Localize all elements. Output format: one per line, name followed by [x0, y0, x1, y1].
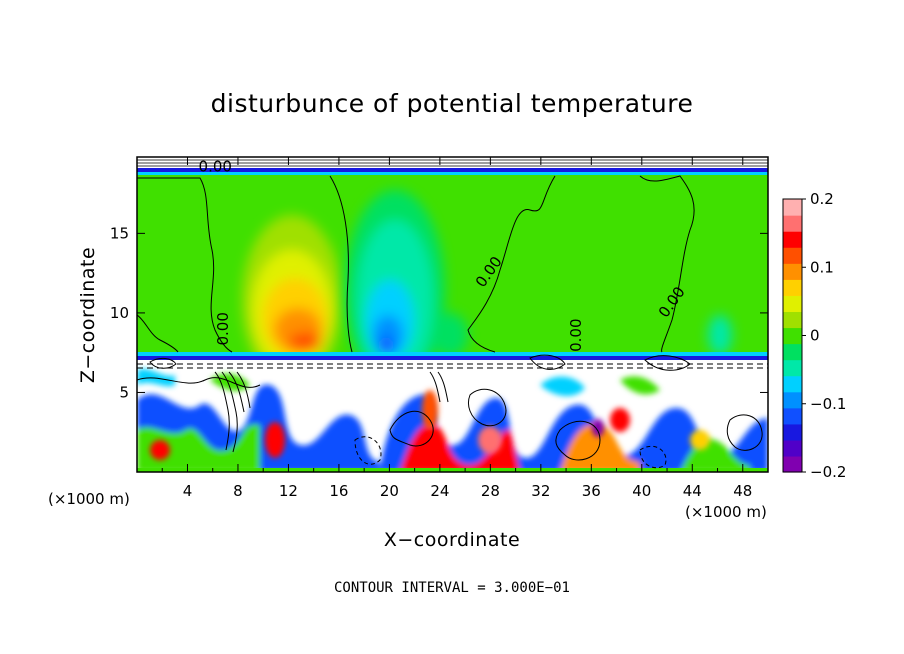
- x-axis: 4 8 12 16 20 24 28 32 36 40 44 48: [161, 157, 752, 500]
- colorbar-segment: [783, 423, 802, 441]
- mid-layer-cyan: [137, 352, 768, 356]
- x-unit-label-left: (×1000 m): [48, 490, 130, 508]
- colorbar-segment: [783, 231, 802, 248]
- colorbar-segment: [783, 391, 802, 409]
- mid-layer-blue: [137, 356, 768, 360]
- colorbar-tick-label: 0.1: [810, 258, 834, 276]
- plot-frame: [136, 156, 769, 473]
- colorbar-segment: [783, 407, 802, 425]
- contour-label: 0.00: [567, 318, 585, 351]
- colorbar-segment: [783, 263, 802, 280]
- y-tick-label: 15: [110, 224, 129, 242]
- upper-anomaly-cold: [345, 190, 732, 390]
- colorbar-segment: [783, 375, 802, 393]
- lower-turbulence: [137, 368, 768, 472]
- top-layer-white: [137, 157, 768, 168]
- colorbar-segment: [783, 455, 802, 473]
- bottom-edge-band: [137, 468, 768, 472]
- contour-lines: [137, 175, 768, 461]
- y-tick-label: 5: [119, 383, 129, 401]
- x-tick-label: 32: [531, 482, 550, 500]
- chart-title: disturbunce of potential temperature: [211, 89, 694, 118]
- x-tick-label: 44: [683, 482, 702, 500]
- plot-area: [137, 157, 768, 472]
- x-tick-label: 24: [430, 482, 449, 500]
- x-tick-label: 40: [632, 482, 651, 500]
- y-tick-label: 10: [110, 304, 129, 322]
- contour-label: 0.00: [214, 312, 232, 345]
- x-tick-label: 28: [481, 482, 500, 500]
- colorbar-tick-label: 0: [810, 327, 820, 345]
- x-tick-label: 4: [183, 482, 193, 500]
- colorbar-segment: [783, 439, 802, 457]
- colorbar-tick-label: −0.2: [810, 463, 846, 481]
- y-axis-label: Z−coordinate: [77, 247, 99, 383]
- contour-lines-dashed: [354, 436, 667, 469]
- upper-anomaly-warm: [242, 215, 342, 385]
- top-layer-blue: [137, 168, 768, 172]
- x-tick-label: 48: [733, 482, 752, 500]
- x-axis-label: X−coordinate: [384, 529, 520, 551]
- colorbar-tick-label: 0.2: [810, 190, 834, 208]
- x-tick-label: 16: [329, 482, 348, 500]
- colorbar-segment: [783, 279, 802, 296]
- x-tick-label: 8: [233, 482, 243, 500]
- colorbar-segment: [783, 343, 802, 361]
- colorbar-segment: [783, 327, 802, 345]
- colorbar-segment: [783, 215, 802, 232]
- colorbar-segment: [783, 295, 802, 313]
- colorbar-segment: [783, 247, 802, 264]
- lower-hot-spots: [150, 390, 710, 460]
- colorbar-segment: [783, 311, 802, 329]
- colorbar-tick-label: −0.1: [810, 395, 846, 413]
- x-tick-label: 12: [279, 482, 298, 500]
- y-axis: 5 10 15: [110, 224, 768, 401]
- x-tick-label: 36: [582, 482, 601, 500]
- colorbar-segment: [783, 199, 802, 216]
- contour-interval-note: CONTOUR INTERVAL = 3.000E−01: [334, 580, 570, 596]
- x-tick-label: 20: [380, 482, 399, 500]
- x-unit-label-right: (×1000 m): [685, 503, 767, 521]
- colorbar: 0.2 0.1 0 −0.1 −0.2: [782, 190, 846, 481]
- contour-label: 0.00: [199, 157, 232, 175]
- colorbar-segment: [783, 359, 802, 377]
